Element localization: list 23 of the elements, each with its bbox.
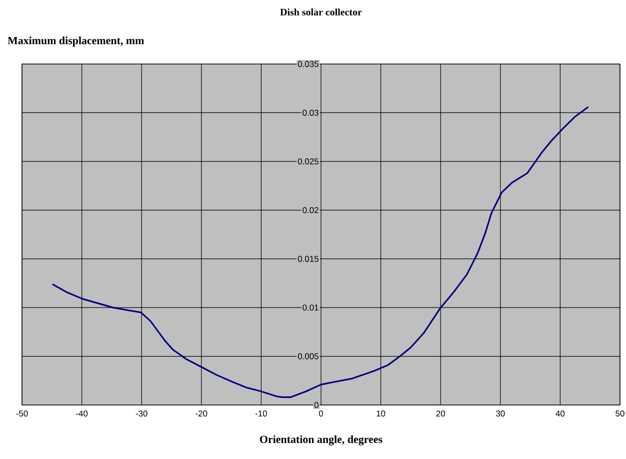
x-axis-title: Orientation angle, degrees <box>260 435 382 446</box>
y-tick-label: 0.025 <box>298 158 318 164</box>
y-tick-label: 0.005 <box>298 353 318 360</box>
line-series <box>52 106 590 398</box>
x-tick-label: -30 <box>136 410 148 417</box>
y-tick-label: 0 <box>314 402 318 408</box>
y-tick-label: 0.015 <box>298 256 318 262</box>
x-tick-label: -10 <box>255 410 267 417</box>
x-tick-label: 30 <box>496 410 505 417</box>
y-tick-label: 0.035 <box>298 61 318 67</box>
y-axis-title: Maximum displacement, mm <box>8 36 144 46</box>
x-tick-label: 40 <box>556 410 565 417</box>
x-tick-label: 0 <box>318 410 324 417</box>
x-tick-label: 20 <box>436 410 445 417</box>
y-tick-label: 0.02 <box>302 207 318 214</box>
y-tick-label: 0.01 <box>302 304 318 311</box>
x-tick-label: -40 <box>76 410 88 417</box>
x-tick-label: -20 <box>196 410 208 417</box>
x-tick-label: 10 <box>376 410 386 417</box>
chart-title: Dish solar collector <box>280 8 362 16</box>
y-tick-label: 0.03 <box>302 110 318 116</box>
x-tick-label: -50 <box>16 410 28 417</box>
x-tick-label: 50 <box>616 410 624 417</box>
